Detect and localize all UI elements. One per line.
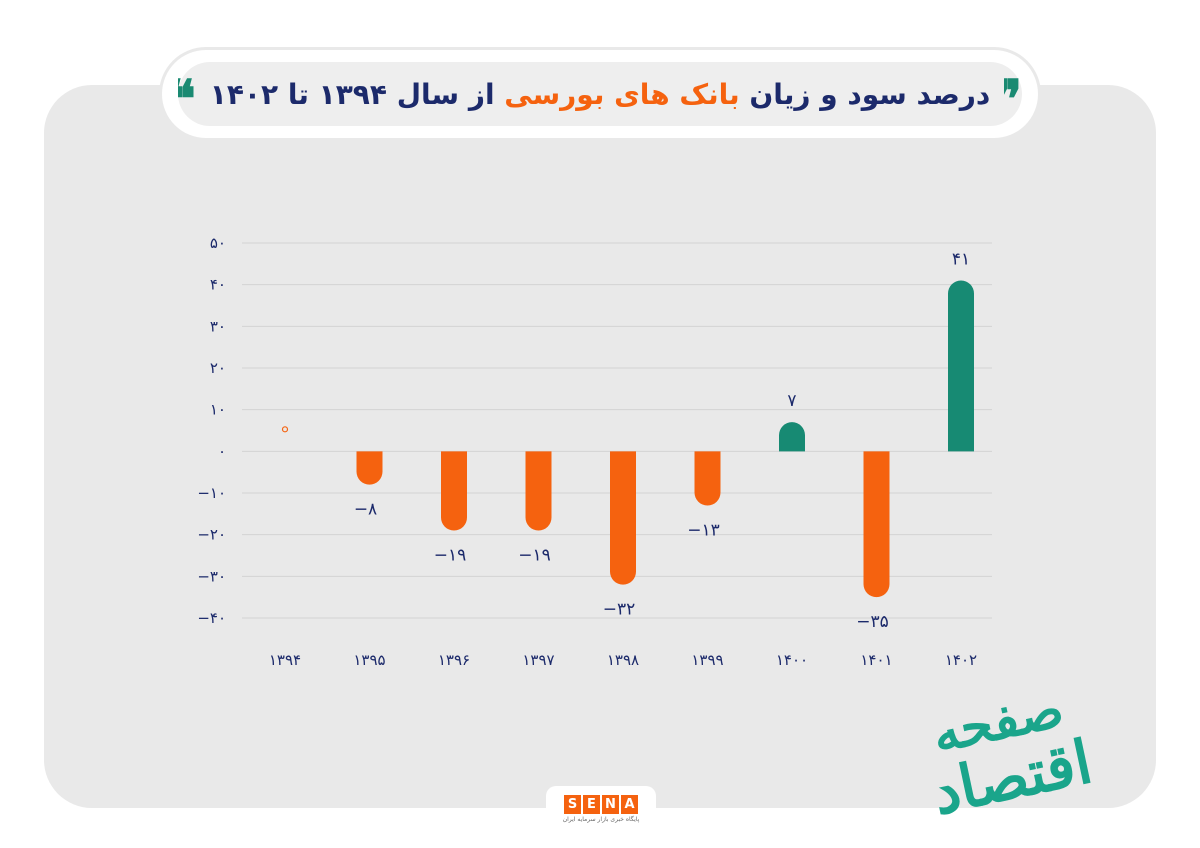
y-tick-label: ۳۰ — [210, 317, 226, 335]
sena-logo: S E N A پایگاه خبری بازار سرمایه ایران — [546, 786, 656, 832]
bar-value-label: −۱۹ — [518, 546, 551, 566]
x-tick-label: ۱۳۹۷ — [522, 651, 554, 669]
y-tick-label: ۰ — [218, 442, 226, 460]
y-tick-label: −۲۰ — [197, 526, 226, 544]
bar-value-label — [281, 426, 289, 433]
bar — [610, 451, 636, 585]
title-banner: ❞ درصد سود و زیان بانک های بورسی از سال … — [162, 50, 1038, 138]
logo-tagline: پایگاه خبری بازار سرمایه ایران — [562, 816, 640, 823]
bar-value-label: ۷ — [787, 391, 796, 411]
bar-value-label: −۳۲ — [603, 600, 636, 620]
y-tick-label: −۴۰ — [197, 609, 226, 627]
bar — [779, 422, 805, 452]
y-tick-label: ۱۰ — [210, 401, 226, 419]
bar-value-label: −۱۳ — [687, 521, 720, 541]
title-part3: از سال ۱۳۹۴ تا ۱۴۰۲ — [209, 77, 495, 111]
title-part1: درصد سود و زیان — [749, 77, 991, 111]
title-part2: بانک های بورسی — [504, 77, 740, 111]
logo-letter: E — [583, 795, 600, 814]
bar — [694, 451, 721, 506]
bar-value-label: −۸ — [354, 500, 377, 520]
x-tick-label: ۱۳۹۵ — [353, 651, 385, 669]
bar — [948, 280, 974, 452]
y-tick-label: ۴۰ — [210, 276, 226, 294]
bar-value-label: ۴۱ — [952, 250, 970, 270]
y-tick-label: −۳۰ — [197, 567, 226, 585]
x-tick-label: ۱۴۰۱ — [860, 651, 892, 669]
logo-letter: A — [621, 795, 638, 814]
bar — [441, 451, 467, 531]
x-tick-label: ۱۴۰۲ — [945, 651, 977, 669]
y-tick-label: −۱۰ — [197, 484, 226, 502]
logo-letter: S — [564, 795, 581, 814]
bar — [863, 451, 890, 598]
x-tick-label: ۱۳۹۹ — [691, 651, 723, 669]
bar-value-label: −۱۹ — [434, 546, 467, 566]
brand-watermark: صفحه اقتصاد — [926, 672, 1182, 832]
close-quote-icon: ❝ — [178, 74, 196, 114]
x-tick-label: ۱۳۹۶ — [438, 651, 470, 669]
y-tick-label: ۵۰ — [210, 234, 226, 252]
bar — [525, 451, 552, 531]
x-tick-label: ۱۳۹۴ — [269, 651, 301, 669]
open-quote-icon: ❞ — [1004, 74, 1022, 114]
y-tick-label: ۲۰ — [210, 359, 226, 377]
logo-letter: N — [602, 795, 619, 814]
bar — [356, 451, 383, 485]
x-tick-label: ۱۴۰۰ — [776, 651, 808, 669]
chart-title: درصد سود و زیان بانک های بورسی از سال ۱۳… — [210, 78, 991, 111]
bar-value-label: −۳۵ — [856, 612, 889, 632]
x-tick-label: ۱۳۹۸ — [607, 651, 639, 669]
